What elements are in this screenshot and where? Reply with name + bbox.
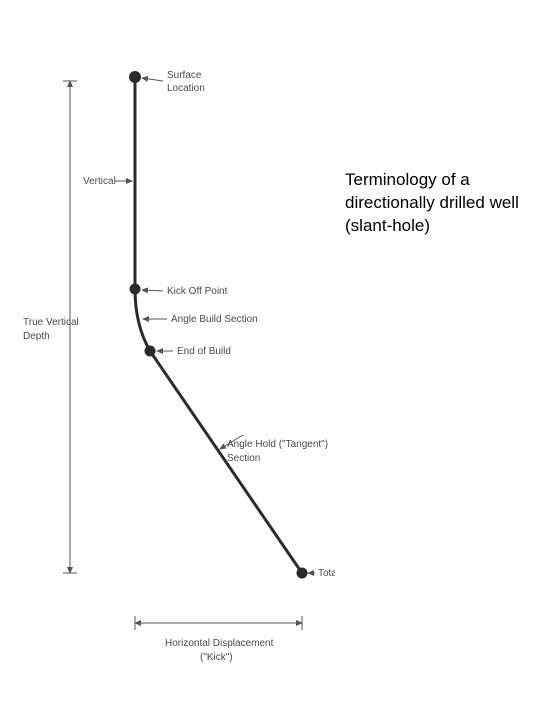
label-angle-hold-l1: Angle Hold ("Tangent") <box>227 439 328 450</box>
label-eob: End of Build <box>177 346 231 357</box>
node-td <box>297 568 308 579</box>
diagram-svg: True Vertical Depth Horizontal Displacem… <box>15 45 335 675</box>
well-diagram: True Vertical Depth Horizontal Displacem… <box>15 45 335 675</box>
label-td: Total Depth <box>318 568 335 579</box>
arrow-surface <box>142 78 163 81</box>
node-eob <box>145 346 156 357</box>
arrow-kop <box>142 290 163 291</box>
node-surface <box>129 71 141 83</box>
diagram-title: Terminology of a directionally drilled w… <box>345 169 525 238</box>
label-kop: Kick Off Point <box>167 286 228 297</box>
label-angle-build: Angle Build Section <box>171 314 258 325</box>
label-surface-l1: Surface <box>167 70 202 81</box>
dim-vertical-label-2: Depth <box>23 331 50 342</box>
label-surface-l2: Location <box>167 83 205 94</box>
node-kop <box>130 284 141 295</box>
label-angle-hold-l2: Section <box>227 453 260 464</box>
label-vertical: Vertical <box>83 176 116 187</box>
well-path <box>135 77 302 573</box>
dim-horizontal-label-2: ("Kick") <box>200 652 233 663</box>
dim-vertical-label-1: True Vertical <box>23 317 79 328</box>
dim-horizontal-label-1: Horizontal Displacement <box>165 638 274 649</box>
